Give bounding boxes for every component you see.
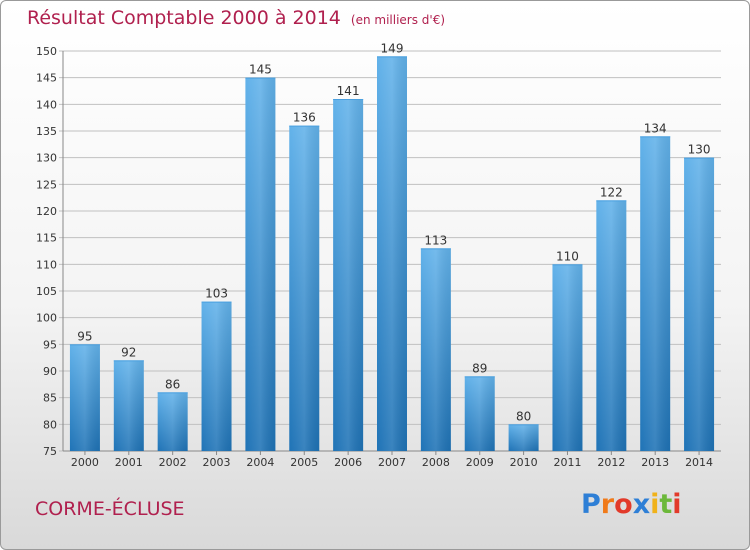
bar-shade xyxy=(69,344,100,451)
x-tick-label: 2006 xyxy=(334,456,362,469)
x-tick-label: 2010 xyxy=(510,456,538,469)
data-label: 145 xyxy=(249,63,272,77)
y-tick-label: 120 xyxy=(36,205,57,218)
y-tick-label: 140 xyxy=(36,98,57,111)
bar-shade xyxy=(377,56,407,451)
data-label: 110 xyxy=(556,249,579,263)
data-label: 136 xyxy=(293,111,316,125)
y-tick-label: 125 xyxy=(36,178,57,191)
y-tick-label: 75 xyxy=(43,445,57,458)
logo-letter: t xyxy=(659,489,673,520)
y-tick-label: 110 xyxy=(36,258,57,271)
x-tick-label: 2003 xyxy=(203,456,231,469)
data-label: 92 xyxy=(121,345,136,359)
x-tick-label: 2009 xyxy=(466,456,494,469)
y-tick-label: 150 xyxy=(36,45,57,58)
bar-shade xyxy=(464,376,495,451)
bar-shade xyxy=(201,301,232,451)
logo-letter: P xyxy=(581,489,601,520)
chart-subtitle: (en milliers d'€) xyxy=(350,13,446,27)
x-tick-label: 2013 xyxy=(641,456,669,469)
bar-shade xyxy=(640,136,671,452)
bar-shade xyxy=(289,125,320,452)
chart-title: Résultat Comptable 2000 à 2014 (en millie… xyxy=(27,7,445,29)
x-tick-label: 2004 xyxy=(246,456,274,469)
data-label: 80 xyxy=(516,409,531,423)
logo-letter: i xyxy=(672,489,682,520)
data-label: 149 xyxy=(381,41,404,55)
y-tick-label: 80 xyxy=(43,418,57,431)
data-label: 113 xyxy=(424,233,447,247)
bar-shade xyxy=(333,99,364,451)
bar-shade xyxy=(684,157,715,451)
place-name: CORME-ÉCLUSE xyxy=(35,498,185,520)
proxiti-logo: Proxiti xyxy=(581,489,682,520)
x-tick-label: 2001 xyxy=(115,456,143,469)
y-tick-label: 130 xyxy=(36,152,57,165)
y-tick-label: 145 xyxy=(36,72,57,85)
logo-letter: r xyxy=(600,489,615,520)
x-tick-label: 2008 xyxy=(422,456,450,469)
x-tick-label: 2002 xyxy=(159,456,187,469)
data-label: 134 xyxy=(644,121,667,135)
logo-letter: o xyxy=(614,489,633,520)
y-tick-label: 105 xyxy=(36,285,57,298)
x-tick-label: 2011 xyxy=(553,456,581,469)
bar-shade xyxy=(508,424,539,451)
bar-shade xyxy=(596,200,627,451)
data-label: 141 xyxy=(337,84,360,98)
bar-shade xyxy=(245,77,276,452)
data-label: 86 xyxy=(165,377,180,391)
bar-shade xyxy=(552,264,583,451)
y-tick-label: 100 xyxy=(36,312,57,325)
x-tick-label: 2005 xyxy=(290,456,318,469)
x-tick-label: 2007 xyxy=(378,456,406,469)
y-tick-label: 135 xyxy=(36,125,57,138)
x-tick-label: 2012 xyxy=(597,456,625,469)
bar-shade xyxy=(420,248,451,451)
data-label: 122 xyxy=(600,185,623,199)
logo-letter: i xyxy=(650,489,660,520)
x-tick-label: 2000 xyxy=(71,456,99,469)
chart-title-main: Résultat Comptable 2000 à 2014 xyxy=(27,7,341,29)
data-label: 103 xyxy=(205,287,228,301)
bar-shade xyxy=(113,360,144,451)
y-tick-label: 85 xyxy=(43,392,57,405)
y-tick-label: 95 xyxy=(43,338,57,351)
data-label: 89 xyxy=(472,361,487,375)
logo-letter: x xyxy=(632,489,651,520)
y-tick-label: 115 xyxy=(36,232,57,245)
bar-shade xyxy=(157,392,188,451)
x-tick-label: 2014 xyxy=(685,456,713,469)
data-label: 130 xyxy=(688,143,711,157)
data-label: 95 xyxy=(77,329,92,343)
y-tick-label: 90 xyxy=(43,365,57,378)
